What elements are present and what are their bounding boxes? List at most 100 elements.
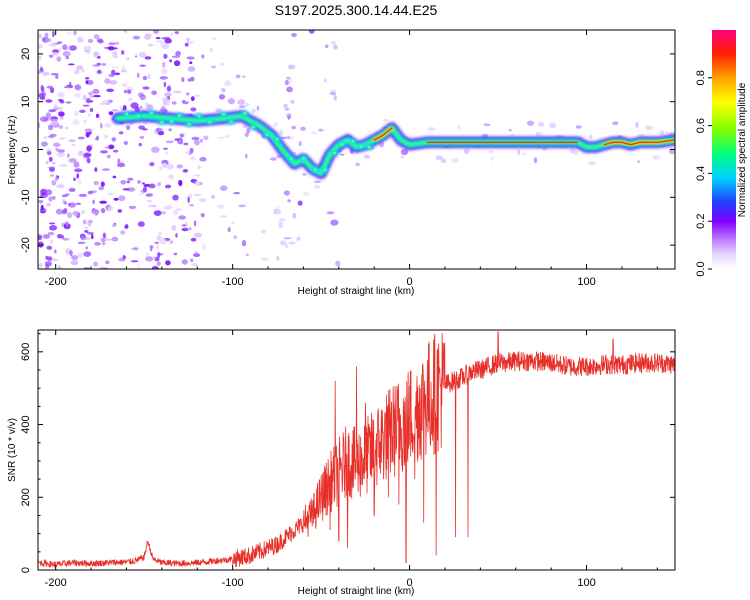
spectrogram-speckle [121,69,127,73]
spectrogram-speckle [127,97,133,102]
spectrogram-speckle [104,122,112,128]
spectrogram-speckle [111,66,119,69]
colorbar-tick-label: 0.8 [695,70,707,85]
spectrogram-speckle [203,135,209,141]
spectrogram-speckle [68,139,76,143]
spectrogram-speckle [105,260,110,265]
spectrogram-speckle [71,143,76,146]
spectrogram-y-tick-label: 20 [20,48,32,60]
spectrogram-speckle [198,198,207,203]
spectrogram-ridge-blob-core [313,168,317,172]
spectrogram-ridge-blob-core [265,133,269,137]
spectrogram-ridge-blob-core [187,122,191,126]
spectrogram-speckle [39,116,49,122]
spectrogram-speckle [62,237,70,241]
spectrogram-speckle [330,40,337,46]
spectrogram-speckle [635,121,639,128]
colorbar-tick-label: 0.6 [695,118,707,133]
spectrogram-speckle [645,125,653,131]
spectrogram-speckle [89,107,94,113]
snr-x-ticks: -200 -100 0 100 [45,330,658,589]
spectrogram-speckle [137,180,141,184]
spectrogram-speckle [58,111,65,117]
spectrogram-speckle [93,34,100,40]
spectrogram-speckle [45,38,52,43]
spectrogram-speckle [96,135,99,141]
spectrogram-speckle [163,53,168,59]
spectrogram-speckle [278,129,284,136]
spectrogram-ridge-peak [373,127,393,141]
spectrogram-speckle [92,199,95,205]
spectrogram-speckle [166,163,174,170]
spectrogram-speckle [235,74,241,79]
spectrogram-speckle [575,125,582,129]
spectrogram-speckle [45,263,50,269]
spectrogram-speckle [273,122,278,127]
spectrogram-speckle [77,241,86,244]
spectrogram-speckle [185,92,190,96]
spectrogram-speckle [335,260,341,267]
spectrogram-speckle [76,202,81,205]
spectrogram-speckle [333,45,338,50]
spectrogram-speckle [211,37,218,40]
spectrogram-speckle [52,196,56,200]
spectrogram-speckle [508,129,512,132]
spectrogram-speckle [233,191,241,195]
spectrogram-speckle [74,168,83,173]
spectrogram-speckle [50,87,55,94]
spectrogram-speckle [101,63,107,66]
spectrogram-speckle [137,221,145,227]
spectrogram-speckle [74,84,82,91]
spectrogram-speckle [287,199,292,203]
spectrogram-speckle [83,237,92,240]
spectrogram-speckle [63,86,71,89]
spectrogram-speckle [537,121,545,128]
spectrogram-ylabel: Frequency (Hz) [7,116,18,185]
spectrogram-speckle [49,225,58,231]
spectrogram-speckle [130,102,139,109]
spectrogram-speckle [318,128,324,132]
colorbar-tick-label: 0.4 [695,166,707,181]
spectrogram-speckle [55,208,63,215]
spectrogram-speckle [201,54,205,59]
spectrogram-speckle [177,139,184,145]
spectrogram-speckle [151,146,160,153]
spectrogram-speckle [113,197,119,201]
spectrogram-speckle [355,162,360,167]
spectrogram-speckle [142,182,145,185]
spectrogram-speckle [54,249,57,254]
spectrogram-speckle [111,224,117,228]
spectrogram-speckle [284,113,293,116]
spectrogram-speckle [488,150,494,154]
spectrogram-speckle [158,166,164,171]
spectrogram-speckle [83,119,87,124]
spectrogram-speckle [118,195,126,202]
spectrogram-speckle [85,80,89,84]
spectrogram-speckle [188,204,194,207]
spectrogram-speckle [126,180,130,184]
spectrogram-speckle [149,162,155,167]
spectrogram-speckle [71,255,79,260]
spectrogram-speckle [86,231,94,235]
spectrogram-speckle [194,94,201,97]
spectrogram-speckle [111,47,118,50]
spectrogram-speckle [183,142,189,146]
spectrogram-ridge-peak [603,139,675,146]
spectrogram-speckle [77,252,84,258]
spectrogram-speckle [40,141,48,147]
spectrogram-speckle [242,75,246,78]
spectrogram-speckle [147,73,151,80]
spectrogram-ridge-blob-core [124,112,129,116]
spectrogram-speckle [86,145,92,152]
spectrogram-speckle [49,133,57,137]
spectrogram-speckle [38,55,42,61]
spectrogram-speckle [82,219,87,225]
spectrogram-speckle [211,194,215,199]
spectrogram-speckle [112,51,118,57]
spectrogram-speckle [154,241,159,244]
spectrogram-speckle [157,231,163,236]
spectrogram-y-tick-label: 0 [20,146,32,152]
spectrogram-speckle [62,198,66,205]
